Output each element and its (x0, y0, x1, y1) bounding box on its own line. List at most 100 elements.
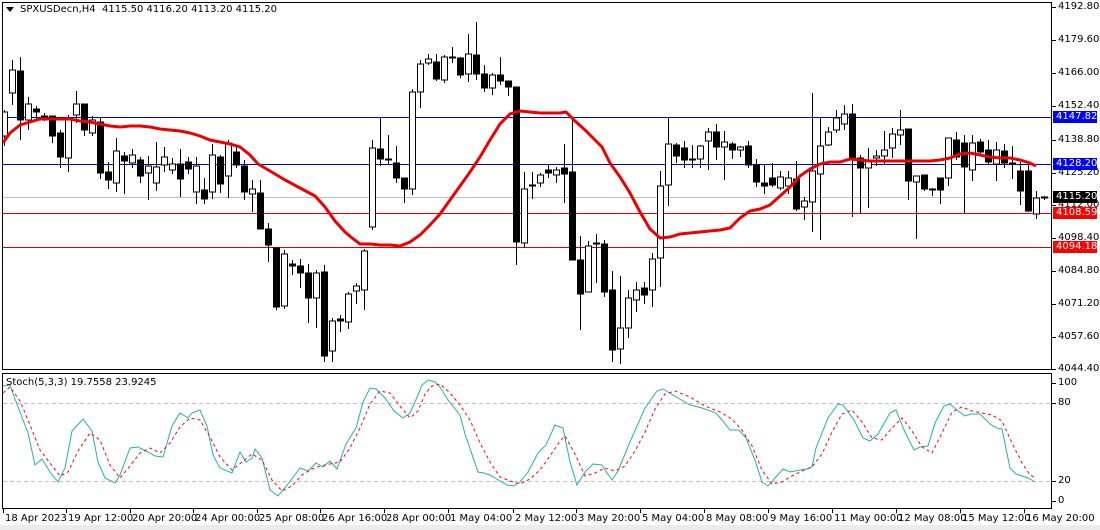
bearish-candle (177, 163, 184, 180)
bearish-candle (257, 192, 264, 230)
bullish-candle (25, 103, 32, 121)
time-tick-label: 9 May 16:00 (770, 513, 833, 524)
time-tick-label: 12 May 08:00 (898, 513, 967, 524)
bullish-candle (249, 188, 256, 195)
bearish-candle (713, 131, 720, 148)
bearish-candle (393, 162, 400, 179)
bearish-candle (217, 156, 224, 185)
collapse-triangle-icon[interactable] (6, 6, 14, 12)
bearish-candle (857, 157, 864, 169)
bullish-candle (161, 156, 168, 166)
bullish-candle (633, 289, 640, 301)
time-tick-label: 16 May 20:00 (1026, 513, 1095, 524)
bullish-candle (417, 63, 424, 93)
bullish-candle (889, 133, 896, 149)
bearish-candle (265, 228, 272, 246)
bearish-candle (289, 263, 296, 267)
bearish-candle (457, 57, 464, 76)
bullish-candle (313, 272, 320, 299)
main-chart-panel (2, 2, 1052, 370)
bullish-candle (705, 131, 712, 142)
price-tick-label: 4112.00 (1058, 199, 1100, 210)
price-tick-label: 4125.20 (1058, 167, 1100, 178)
bullish-candle (441, 56, 448, 81)
bullish-candle (169, 163, 176, 171)
bearish-candle (401, 177, 408, 190)
stochastic-tick-label: 80 (1058, 397, 1071, 408)
time-tick-label: 26 Apr 16:00 (322, 513, 388, 524)
bearish-candle (561, 167, 568, 175)
bullish-candle (665, 143, 672, 186)
time-tick-label: 1 May 04:00 (450, 513, 513, 524)
bearish-candle (377, 148, 384, 160)
bullish-candle (913, 175, 920, 183)
price-level-tag: 4108.59 (1053, 207, 1097, 219)
bearish-candle (1025, 170, 1032, 212)
bearish-candle (641, 287, 648, 296)
bullish-candle (113, 150, 120, 184)
bullish-candle (737, 146, 744, 151)
bearish-candle (305, 272, 312, 299)
bearish-candle (745, 145, 752, 166)
time-tick-label: 11 May 00:00 (834, 513, 903, 524)
bullish-candle (145, 165, 152, 174)
bullish-candle (1033, 197, 1040, 215)
bearish-candle (577, 259, 584, 295)
bearish-candle (497, 74, 504, 82)
time-tick-label: 19 Apr 12:00 (68, 513, 134, 524)
price-tick-label: 4138.80 (1058, 134, 1100, 145)
time-tick-label: 24 Apr 00:00 (195, 513, 261, 524)
bullish-candle (9, 69, 16, 94)
price-level-tag: 4094.18 (1053, 241, 1097, 253)
bearish-candle (33, 108, 40, 113)
time-tick-label: 28 Apr 00:00 (386, 513, 452, 524)
bullish-candle (281, 253, 288, 307)
bearish-candle (769, 177, 776, 186)
bearish-candle (545, 169, 552, 174)
bullish-candle (777, 176, 784, 189)
price-tick-label: 4084.80 (1058, 265, 1100, 276)
bearish-candle (137, 159, 144, 177)
bearish-candle (761, 182, 768, 187)
bearish-candle (609, 289, 616, 351)
bullish-candle (153, 166, 160, 184)
price-tick-label: 4152.40 (1058, 100, 1100, 111)
bearish-candle (905, 128, 912, 182)
bearish-candle (513, 86, 520, 243)
bullish-candle (809, 170, 816, 203)
price-tick-label: 4044.40 (1058, 363, 1100, 374)
main-plot-area (3, 22, 1051, 364)
bullish-candle (585, 245, 592, 293)
bullish-candle (873, 155, 880, 159)
bearish-candle (1009, 162, 1016, 165)
bearish-candle (185, 161, 192, 170)
bearish-candle (753, 164, 760, 183)
stochastic-label: Stoch(5,3,3) 19.7558 23.9245 (6, 377, 157, 388)
bullish-candle (209, 154, 216, 193)
bearish-candle (481, 73, 488, 89)
symbol-label: SPXUSDecn,H4 (20, 4, 96, 15)
bullish-candle (969, 142, 976, 171)
bullish-candle (649, 258, 656, 291)
bullish-candle (593, 242, 600, 245)
bearish-candle (921, 174, 928, 190)
bearish-candle (1041, 196, 1048, 199)
bullish-candle (817, 145, 824, 175)
bullish-candle (449, 56, 456, 59)
bullish-candle (825, 131, 832, 146)
bearish-candle (337, 318, 344, 322)
horizontal-scrollbar[interactable] (0, 525, 1100, 530)
bullish-candle (361, 250, 368, 291)
bearish-candle (689, 158, 696, 161)
bearish-candle (977, 141, 984, 153)
price-level-tag: 4115.20 (1053, 191, 1097, 203)
bearish-candle (233, 151, 240, 166)
bullish-candle (697, 145, 704, 160)
bullish-candle (785, 177, 792, 187)
bullish-candle (657, 185, 664, 259)
time-tick-label: 20 Apr 20:00 (132, 513, 198, 524)
price-tick-label: 4179.60 (1058, 34, 1100, 45)
bearish-candle (241, 165, 248, 193)
stochastic-plot-area (3, 379, 1051, 497)
